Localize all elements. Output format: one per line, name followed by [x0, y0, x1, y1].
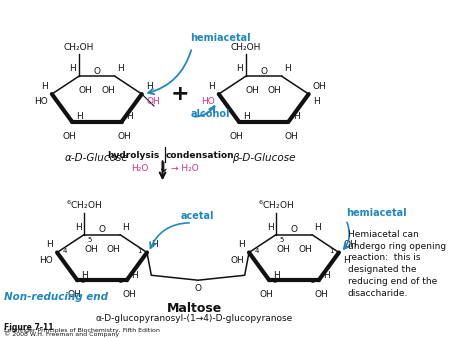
Text: OH: OH — [313, 82, 327, 91]
Text: O: O — [99, 225, 105, 234]
Text: H: H — [343, 256, 350, 265]
Text: H: H — [117, 64, 124, 73]
Text: H: H — [207, 82, 214, 91]
Text: H: H — [46, 240, 53, 249]
Text: OH: OH — [106, 245, 120, 254]
Text: OH: OH — [284, 132, 298, 141]
Text: OH: OH — [122, 290, 136, 299]
Text: OH: OH — [117, 132, 131, 141]
Text: H: H — [122, 223, 129, 232]
Text: 4: 4 — [254, 247, 259, 254]
Text: H: H — [293, 112, 300, 121]
Text: H: H — [238, 240, 245, 249]
Text: 2: 2 — [119, 278, 123, 284]
Text: © 2008 W.H. Freeman and Company: © 2008 W.H. Freeman and Company — [4, 332, 119, 337]
Text: +: + — [171, 84, 189, 104]
Text: $^6$CH₂OH: $^6$CH₂OH — [258, 198, 294, 211]
Text: H: H — [81, 271, 88, 280]
Text: β-D-Glucose: β-D-Glucose — [232, 153, 296, 164]
Text: → H₂O: → H₂O — [171, 164, 199, 173]
Text: H: H — [267, 223, 274, 232]
Text: Lehninger Principles of Biochemistry, Fifth Edition: Lehninger Principles of Biochemistry, Fi… — [4, 328, 160, 333]
Text: 3: 3 — [273, 278, 277, 284]
Text: OH: OH — [343, 240, 357, 249]
Text: OH: OH — [298, 245, 312, 254]
Text: 1: 1 — [137, 247, 142, 254]
Text: H: H — [131, 271, 138, 280]
Text: hemiacetal: hemiacetal — [346, 208, 406, 218]
Text: OH: OH — [231, 256, 245, 265]
Text: HO: HO — [201, 97, 214, 106]
Text: 4: 4 — [62, 247, 67, 254]
Text: H: H — [284, 64, 291, 73]
Text: OH: OH — [260, 290, 274, 299]
Text: α-D-Glucose: α-D-Glucose — [65, 153, 129, 164]
Text: 3: 3 — [81, 278, 85, 284]
Text: H: H — [236, 64, 243, 73]
Text: H: H — [313, 97, 320, 106]
Text: HO: HO — [39, 256, 53, 265]
Text: OH: OH — [68, 290, 81, 299]
Text: Figure 7-11: Figure 7-11 — [4, 323, 54, 332]
Text: OH: OH — [315, 290, 328, 299]
Text: OH: OH — [268, 86, 282, 95]
Text: hydrolysis: hydrolysis — [108, 151, 160, 160]
Text: H: H — [243, 112, 250, 121]
Text: 5: 5 — [87, 237, 92, 243]
Text: OH: OH — [230, 132, 243, 141]
Text: Hemiacetal can
undergo ring opening
reaction:  this is
designated the
reducing e: Hemiacetal can undergo ring opening reac… — [347, 230, 446, 298]
Text: hemiacetal: hemiacetal — [190, 33, 251, 43]
Text: OH: OH — [101, 86, 115, 95]
Text: OH: OH — [276, 245, 290, 254]
Text: O: O — [290, 225, 297, 234]
Text: H: H — [75, 223, 81, 232]
Text: 2: 2 — [311, 278, 315, 284]
Text: H: H — [126, 112, 133, 121]
Text: Maltose: Maltose — [167, 302, 222, 315]
Text: OH: OH — [246, 86, 260, 95]
Text: H: H — [274, 271, 280, 280]
Text: OH: OH — [79, 86, 93, 95]
Text: ↓: ↓ — [157, 161, 168, 175]
Text: H: H — [323, 271, 330, 280]
Text: $^6$CH₂OH: $^6$CH₂OH — [66, 198, 102, 211]
Text: Non-reducing end: Non-reducing end — [4, 292, 108, 302]
Text: CH₂OH: CH₂OH — [63, 44, 94, 52]
Text: OH: OH — [146, 97, 160, 106]
Text: HO: HO — [34, 97, 48, 106]
Text: acetal: acetal — [180, 211, 214, 221]
Text: |: | — [162, 147, 168, 164]
Text: H: H — [146, 82, 153, 91]
Text: condensation: condensation — [165, 151, 234, 160]
Text: H: H — [41, 82, 48, 91]
Text: OH: OH — [84, 245, 98, 254]
Text: O: O — [93, 67, 100, 76]
Text: O: O — [194, 284, 202, 293]
Text: O: O — [260, 67, 267, 76]
Text: H: H — [315, 223, 321, 232]
Text: 1: 1 — [329, 247, 334, 254]
Text: H: H — [76, 112, 83, 121]
Text: H: H — [151, 240, 158, 249]
Text: alcohol: alcohol — [190, 109, 230, 119]
Text: H: H — [69, 64, 76, 73]
Text: H₂O: H₂O — [131, 164, 149, 173]
Text: OH: OH — [63, 132, 76, 141]
Text: 5: 5 — [279, 237, 284, 243]
Text: CH₂OH: CH₂OH — [230, 44, 261, 52]
Text: α-D-glucopyranosyl-(1→4)-D-glucopyranose: α-D-glucopyranosyl-(1→4)-D-glucopyranose — [96, 314, 293, 323]
